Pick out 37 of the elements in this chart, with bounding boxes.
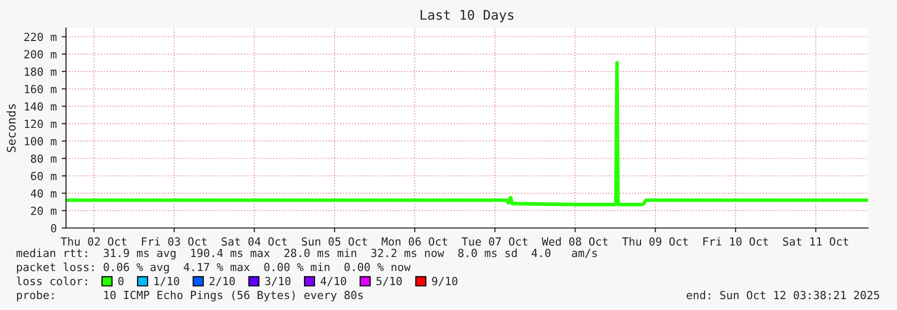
legend-label: 5/10	[376, 276, 402, 286]
legend-label: 1/10	[154, 276, 180, 286]
y-tick-label: 220 m	[24, 32, 56, 42]
x-tick-label: Thu 09 Oct	[622, 237, 688, 246]
y-tick-label: 40 m	[30, 189, 56, 198]
x-tick-label: Wed 08 Oct	[542, 237, 608, 246]
y-tick-label: 180 m	[24, 67, 56, 76]
chart-title: Last 10 Days	[420, 10, 514, 22]
legend-label: 3/10	[265, 276, 290, 286]
x-tick-label: Thu 02 Oct	[60, 237, 126, 246]
text: median rtt: 31.9 ms avg 190.4 ms max 28.0 ms min 32.2 ms now 8.0 ms sd 4.0 am/s	[16, 248, 597, 260]
y-tick-label: 100 m	[24, 137, 56, 146]
x-tick-label: Sat 04 Oct	[222, 237, 287, 246]
x-tick-label: Sun 05 Oct	[302, 237, 367, 246]
x-tick-label: Fri 10 Oct	[703, 237, 768, 246]
x-tick-label: Tue 07 Oct	[462, 237, 528, 246]
line-series	[66, 61, 868, 206]
y-tick-label: 60 m	[30, 172, 56, 180]
text: packet loss: 0.06 % avg 4.17 % max 0.00 % min 0.00 % now	[17, 262, 411, 274]
text: end: Sun Oct 12 03:38:21 2025	[686, 290, 880, 300]
legend-label: 9/10	[432, 276, 458, 286]
y-tick-label: 80 m	[30, 154, 56, 163]
y-tick-label: 200 m	[24, 50, 56, 58]
y-tick-label: 120 m	[24, 120, 56, 128]
y-axis-title: Seconds	[6, 104, 16, 152]
y-tick-label: 0	[51, 224, 56, 232]
x-tick-label: Mon 06 Oct	[382, 237, 448, 246]
legend-label: 4/10	[320, 276, 346, 286]
legend-title: loss color:	[16, 276, 87, 286]
x-tick-label: Sat 11 Oct	[783, 237, 848, 246]
text: probe: 10 ICMP Echo Pings (56 Bytes) every 80s	[17, 290, 363, 302]
y-tick-label: 160 m	[24, 84, 56, 94]
legend-label: 2/10	[210, 276, 235, 286]
legend-label: 0	[118, 276, 124, 286]
y-tick-label: 20 m	[31, 206, 56, 216]
y-tick-label: 140 m	[24, 102, 56, 111]
x-tick-label: Fri 03 Oct	[142, 237, 207, 246]
